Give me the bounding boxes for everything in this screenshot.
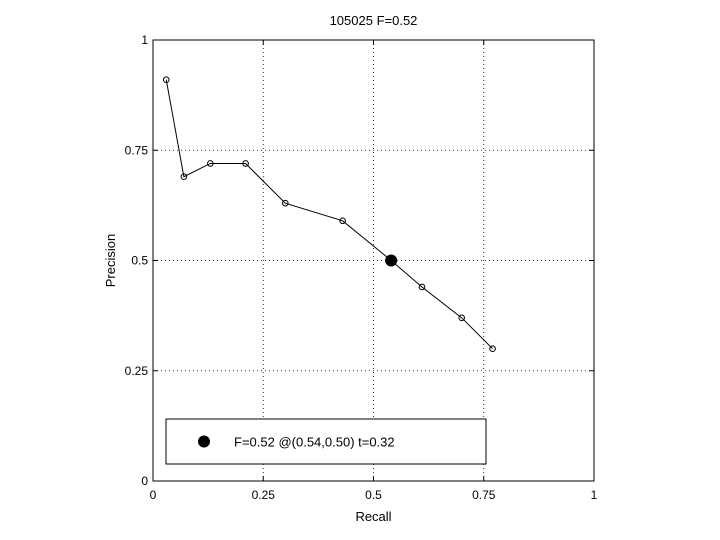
- x-tick-label: 0.75: [472, 488, 496, 502]
- y-tick-label: 0: [141, 474, 148, 488]
- grid: [153, 40, 594, 481]
- x-tick-label: 1: [591, 488, 598, 502]
- data-point: [207, 160, 214, 167]
- y-tick-label: 0.5: [131, 254, 148, 268]
- y-axis-label: Precision: [103, 234, 118, 287]
- x-axis-label: Recall: [355, 509, 391, 524]
- data-point: [418, 283, 426, 291]
- y-tick-label: 0.75: [125, 143, 149, 157]
- legend: F=0.52 @(0.54,0.50) t=0.32: [165, 418, 487, 465]
- data-point: [458, 314, 466, 322]
- legend-marker: [198, 435, 210, 448]
- data-point: [242, 160, 249, 167]
- axis-ticks: 0 0.25 0.5 0.75 1 0 0.25 0.5 0.75 1: [125, 33, 598, 502]
- data-point: [180, 173, 188, 181]
- data-point: [282, 199, 289, 207]
- f-measure-point: [385, 254, 398, 267]
- data-point: [162, 76, 170, 83]
- x-tick-label: 0.25: [252, 488, 276, 502]
- x-tick-label: 0.5: [365, 488, 382, 502]
- legend-text: F=0.52 @(0.54,0.50) t=0.32: [234, 435, 395, 450]
- series: [162, 76, 496, 353]
- data-point: [339, 217, 346, 225]
- legend-box: [165, 418, 487, 465]
- data-point: [489, 345, 496, 353]
- chart-title: 105025 F=0.52: [330, 13, 418, 28]
- y-tick-label: 0.25: [125, 364, 149, 378]
- y-tick-label: 1: [141, 33, 148, 47]
- x-tick-label: 0: [150, 488, 157, 502]
- series-line: [165, 79, 493, 350]
